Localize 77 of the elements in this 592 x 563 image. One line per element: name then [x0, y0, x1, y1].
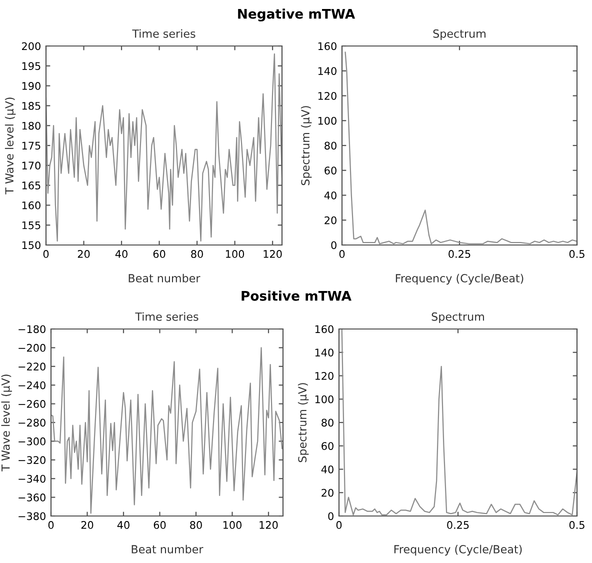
line-series: [51, 347, 283, 514]
y-tick-label: 160: [315, 325, 334, 334]
y-tick-label: 20: [322, 488, 334, 497]
line-series: [341, 329, 577, 516]
y-tick-label: 80: [322, 418, 334, 427]
y-tick-label: 170: [22, 162, 40, 170]
y-axis-title: T Wave level (μV): [1, 374, 12, 472]
y-tick-label: −260: [18, 400, 46, 408]
x-tick-label: 0.25: [448, 250, 470, 258]
x-axis-title: Frequency (Cycle/Beat): [396, 274, 524, 285]
x-tick-label: 80: [191, 250, 203, 258]
x-axis-title: Beat number: [128, 274, 200, 282]
x-tick-label: 60: [153, 250, 166, 258]
y-tick-label: −240: [18, 381, 46, 390]
y-tick-label: −360: [18, 494, 46, 502]
x-tick-label: 80: [190, 521, 202, 529]
chart-subtitle: Time series: [132, 29, 196, 38]
y-tick-label: 100: [318, 116, 336, 125]
x-tick-label: 120: [264, 250, 282, 258]
y-tick-label: 175: [22, 142, 40, 150]
x-tick-label: 40: [117, 521, 130, 529]
y-tick-label: 40: [321, 465, 334, 474]
y-tick-label: −280: [18, 418, 46, 427]
y-tick-label: 190: [22, 82, 40, 90]
y-axis-title: T Wave level (μV): [4, 98, 16, 194]
y-tick-label: 80: [324, 142, 336, 150]
x-tick-label: 60: [154, 521, 166, 529]
x-axis-title: Frequency (Cycle/Beat): [394, 544, 522, 556]
chart-title: Negative mTWA: [238, 8, 356, 22]
y-tick-label: 150: [22, 241, 40, 250]
y-tick-label: 155: [22, 221, 40, 230]
y-tick-label: −340: [18, 474, 46, 483]
x-tick-label: 120: [260, 521, 278, 529]
x-tick-label: 20: [81, 521, 94, 529]
y-tick-label: 20: [324, 216, 336, 224]
y-axis-title: Spectrum (μV): [298, 383, 309, 462]
y-tick-label: 40: [324, 191, 336, 200]
y-tick-label: 100: [315, 395, 334, 404]
y-tick-label: 0: [331, 241, 336, 250]
x-tick-label: 0: [48, 521, 54, 529]
x-tick-label: 0: [339, 250, 345, 258]
y-tick-label: −300: [18, 437, 46, 446]
y-tick-label: 160: [318, 42, 336, 50]
y-axis-title: Spectrum (μV): [300, 106, 312, 186]
chart-title: Spectrum: [433, 29, 486, 40]
chart-title: Positive mTWA: [242, 290, 352, 301]
y-tick-label: 185: [22, 102, 40, 110]
y-tick-label: −200: [18, 344, 46, 352]
y-tick-label: 120: [315, 372, 334, 380]
y-tick-label: 0: [328, 512, 334, 520]
y-tick-label: −320: [18, 456, 46, 464]
y-tick-label: −180: [18, 325, 46, 334]
line-series: [46, 53, 282, 242]
y-tick-label: −220: [18, 362, 46, 371]
y-tick-label: 140: [315, 348, 334, 356]
x-tick-label: 40: [115, 250, 128, 258]
x-tick-label: 0.25: [447, 521, 469, 529]
chart-subtitle: Time series: [135, 312, 198, 321]
x-axis-title: Beat number: [132, 544, 204, 554]
x-tick-label: 0.5: [569, 521, 584, 529]
x-tick-label: 0: [336, 521, 342, 529]
y-tick-label: 140: [318, 67, 336, 75]
x-tick-label: 100: [223, 521, 242, 529]
y-tick-label: 200: [22, 42, 40, 50]
y-tick-label: 160: [22, 201, 40, 210]
y-tick-label: 165: [22, 182, 40, 190]
x-tick-label: 20: [78, 250, 90, 258]
chart-title: Spectrum: [432, 312, 484, 323]
y-tick-label: 60: [324, 166, 336, 174]
x-tick-label: 100: [226, 250, 244, 258]
x-tick-label: 0.5: [569, 250, 584, 258]
line-series: [344, 52, 577, 244]
y-tick-label: 180: [22, 122, 40, 130]
y-tick-label: 120: [318, 92, 336, 100]
y-tick-label: −380: [18, 512, 46, 520]
y-tick-label: 60: [322, 442, 334, 450]
y-tick-label: 195: [22, 62, 40, 70]
